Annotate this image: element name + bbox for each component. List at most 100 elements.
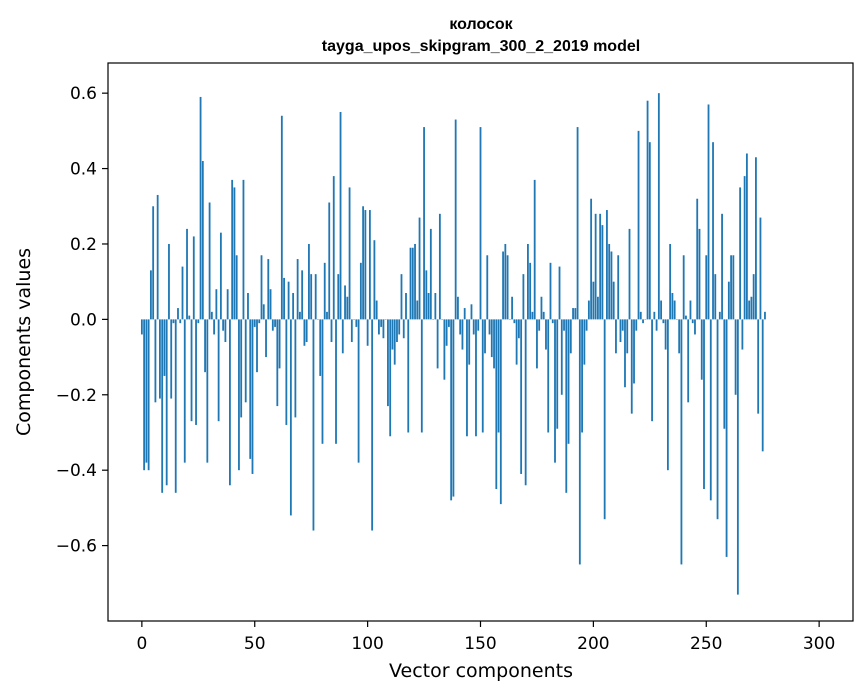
bar xyxy=(149,270,152,320)
bar xyxy=(511,296,514,320)
bar xyxy=(391,319,394,350)
bar xyxy=(739,187,742,320)
bar xyxy=(732,255,735,320)
bar xyxy=(269,289,272,320)
bar xyxy=(357,319,360,463)
bar xyxy=(705,255,708,320)
bar xyxy=(669,243,672,320)
bar xyxy=(450,319,453,501)
bar xyxy=(689,300,692,320)
bar xyxy=(213,319,216,335)
bar xyxy=(664,319,667,350)
bar xyxy=(145,319,148,463)
bar xyxy=(201,161,204,320)
bar xyxy=(359,262,362,320)
bar xyxy=(344,285,346,320)
bar xyxy=(678,319,681,354)
bar xyxy=(696,198,699,320)
bar xyxy=(583,319,586,365)
bar xyxy=(761,319,764,452)
x-tick-label: 200 xyxy=(577,634,609,654)
bar xyxy=(247,292,249,320)
bar xyxy=(321,319,324,444)
bar xyxy=(563,319,565,331)
bar xyxy=(725,319,728,557)
x-tick-label: 300 xyxy=(803,634,835,654)
bar xyxy=(700,319,703,380)
bar xyxy=(170,319,173,399)
bar xyxy=(215,289,218,320)
bar xyxy=(328,202,331,320)
bar xyxy=(680,319,683,565)
bar xyxy=(633,319,635,384)
bar xyxy=(387,319,389,407)
bar xyxy=(714,274,717,320)
bar xyxy=(481,319,484,433)
bar xyxy=(723,319,726,429)
bar xyxy=(163,319,166,376)
bar xyxy=(504,243,507,320)
bar xyxy=(522,274,525,320)
bar xyxy=(490,319,493,358)
bar xyxy=(630,319,633,414)
bar xyxy=(538,319,541,331)
bar xyxy=(685,315,687,320)
bar xyxy=(484,319,486,354)
bar xyxy=(452,319,455,497)
bar xyxy=(414,243,416,320)
bar xyxy=(289,319,292,516)
bar xyxy=(495,319,498,490)
bar xyxy=(271,319,274,331)
y-axis-label: Components values xyxy=(13,248,35,436)
bar xyxy=(610,251,613,320)
bar xyxy=(549,262,552,320)
bar xyxy=(362,206,365,320)
bar xyxy=(177,308,179,320)
bar xyxy=(524,319,527,486)
bar xyxy=(242,179,245,320)
bar xyxy=(400,274,403,320)
bar xyxy=(606,210,608,320)
bar xyxy=(398,319,401,335)
bar xyxy=(296,259,299,320)
bar xyxy=(558,266,561,320)
bar xyxy=(368,210,371,320)
bar xyxy=(533,179,536,320)
bar xyxy=(463,308,466,320)
bar xyxy=(219,232,222,320)
x-tick-label: 100 xyxy=(351,634,383,654)
bar xyxy=(402,319,405,339)
bar xyxy=(181,266,184,320)
plot-frame xyxy=(107,62,854,622)
bar xyxy=(364,210,367,320)
bar xyxy=(682,255,685,320)
chart-title-line1: колосок xyxy=(449,16,513,33)
bar xyxy=(601,225,604,320)
bar xyxy=(429,228,432,320)
bar xyxy=(691,319,694,324)
bar xyxy=(721,213,723,320)
bar xyxy=(283,277,285,320)
bar xyxy=(624,319,626,388)
bar xyxy=(256,319,258,373)
bar xyxy=(612,281,615,320)
bar xyxy=(662,319,665,324)
bar xyxy=(635,319,638,331)
bar xyxy=(750,296,753,320)
bar xyxy=(536,319,538,369)
bar xyxy=(694,319,696,335)
y-tick-label: 0.2 xyxy=(70,235,97,255)
bar xyxy=(569,319,572,354)
bar xyxy=(741,319,744,350)
bar xyxy=(186,228,188,320)
bar xyxy=(748,300,751,320)
bar xyxy=(249,319,252,459)
bar xyxy=(648,142,651,320)
bar xyxy=(172,319,175,324)
bar xyxy=(457,296,459,320)
bar xyxy=(231,179,234,320)
bar xyxy=(375,300,378,320)
bar xyxy=(567,319,570,444)
bar xyxy=(199,96,202,320)
bar xyxy=(736,319,739,595)
